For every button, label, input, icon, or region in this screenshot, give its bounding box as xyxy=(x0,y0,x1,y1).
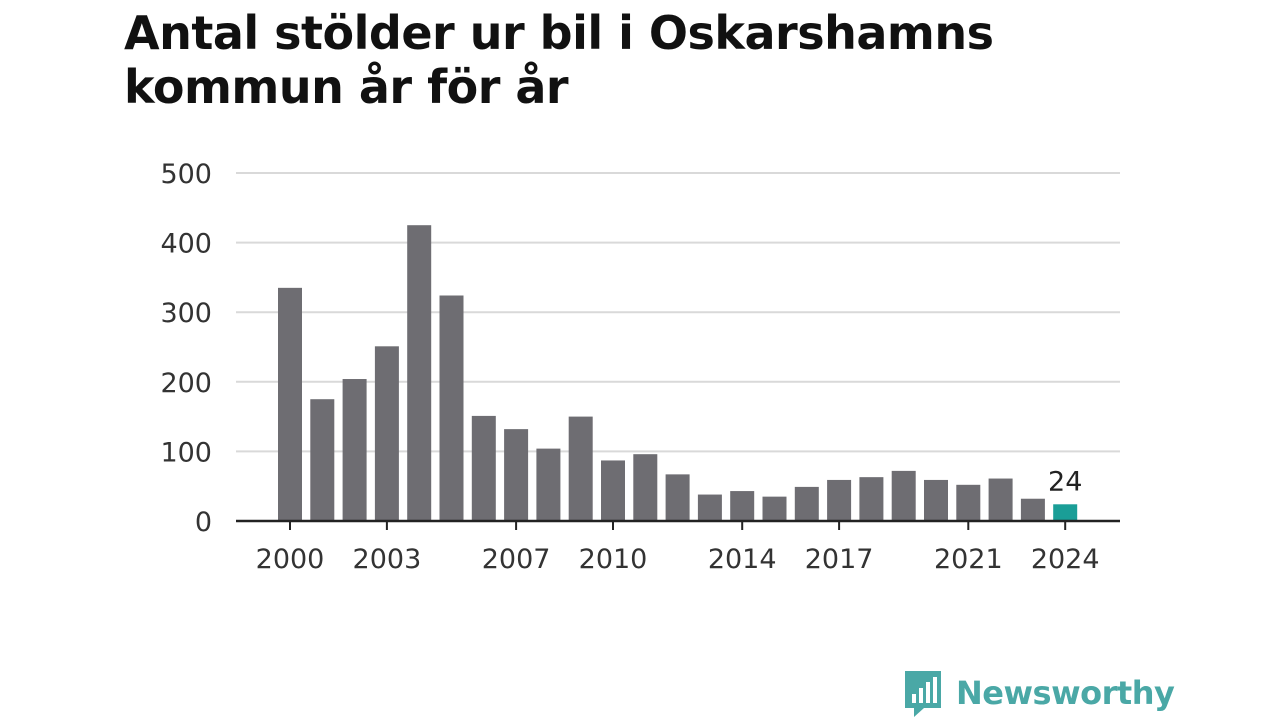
y-tick-label-0: 0 xyxy=(195,507,212,538)
bar-2022 xyxy=(988,478,1013,521)
bar-2009 xyxy=(568,416,593,521)
title-line-1: Antal stölder ur bil i Oskarshamns xyxy=(124,6,994,60)
bar-2008 xyxy=(536,448,561,521)
brand-name: Newsworthy xyxy=(956,674,1175,712)
bar-2004 xyxy=(407,225,432,521)
bar-2020 xyxy=(924,479,948,521)
y-tick-label-200: 200 xyxy=(160,368,212,399)
y-tick-label-500: 500 xyxy=(160,159,212,190)
bar-2015 xyxy=(762,496,787,521)
y-tick-label-400: 400 xyxy=(160,229,212,260)
bar-2018 xyxy=(859,477,884,521)
bar-2016 xyxy=(794,486,819,521)
bar-2013 xyxy=(697,494,722,521)
bar-2012 xyxy=(665,474,690,521)
title-line-2: kommun år för år xyxy=(124,60,569,114)
chart-title: Antal stölder ur bil i Oskarshamns kommu… xyxy=(124,6,1124,114)
bar-2010 xyxy=(601,460,625,521)
bar-2005 xyxy=(439,295,464,521)
bar-2003 xyxy=(374,346,399,521)
x-tick-label-2017: 2017 xyxy=(805,544,874,575)
bar-2017 xyxy=(827,479,852,521)
x-tick-label-2024: 2024 xyxy=(1031,544,1100,575)
bar-2007 xyxy=(504,429,529,521)
x-tick-label-2003: 2003 xyxy=(353,544,422,575)
bar-2011 xyxy=(633,454,658,521)
y-tick-label-100: 100 xyxy=(160,437,212,468)
bar-2001 xyxy=(310,399,335,521)
x-tick-label-2007: 2007 xyxy=(482,544,551,575)
bar-2006 xyxy=(471,415,496,521)
x-tick-label-2021: 2021 xyxy=(934,544,1003,575)
x-tick-label-2000: 2000 xyxy=(256,544,325,575)
x-tick-label-2010: 2010 xyxy=(579,544,648,575)
newsworthy-logo: Newsworthy xyxy=(902,668,1175,718)
bar-2014 xyxy=(730,491,755,521)
data-label-2024: 24 xyxy=(1048,466,1082,497)
bar-2019 xyxy=(891,470,916,521)
y-tick-label-300: 300 xyxy=(160,298,212,329)
bar-2002 xyxy=(342,379,367,521)
bar-2023 xyxy=(1020,498,1045,521)
bar-2021 xyxy=(956,484,981,521)
x-tick-label-2014: 2014 xyxy=(708,544,777,575)
bar-2024 xyxy=(1053,504,1078,521)
newsworthy-logo-icon xyxy=(905,671,941,717)
bar-2000 xyxy=(278,287,302,521)
